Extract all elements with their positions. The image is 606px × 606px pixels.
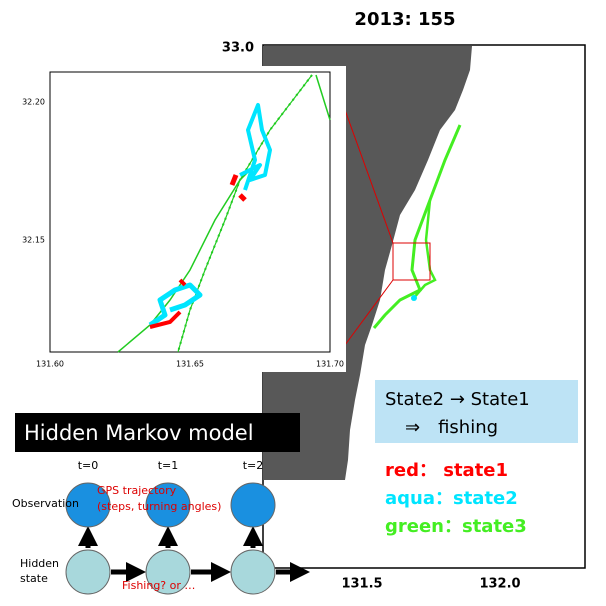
legend-entry: green：state3 — [385, 516, 527, 537]
hidden-node — [230, 549, 276, 595]
hidden-node — [145, 549, 191, 595]
gps-label: (steps, turning angles) — [97, 500, 221, 513]
hmm-title-bg — [15, 413, 300, 452]
step-label: t=0 — [78, 459, 99, 472]
track-aqua — [239, 103, 272, 191]
gps-label: GPS trajectory — [97, 484, 177, 497]
track — [177, 74, 313, 353]
legend: red： state1 aqua：state2 green：state3 — [385, 460, 527, 537]
hidden-node — [65, 549, 111, 595]
zoom-box — [392, 242, 431, 281]
zoom-line — [344, 109, 394, 244]
note-text: ⇒ fishing — [405, 417, 498, 438]
inset: 32.20 32.15 131.60 131.65 131.70 — [0, 66, 346, 372]
step-label: t=1 — [158, 459, 179, 472]
note-box — [375, 380, 578, 443]
legend-entry: aqua：state2 — [385, 488, 518, 509]
step-label: t=2 — [243, 459, 264, 472]
track — [315, 74, 331, 121]
legend-entry: red： state1 — [385, 460, 508, 481]
lon-label: 131.5 — [341, 577, 382, 592]
lon-label: 132.0 — [479, 577, 520, 592]
track-aqua — [148, 282, 203, 328]
hmm-diagram: Hidden Markov model t=0 t=1 t=2 Observat… — [12, 413, 310, 595]
tick-label: 131.65 — [176, 360, 204, 369]
hidden-label: state — [20, 572, 48, 585]
observation-label: Observation — [12, 497, 79, 510]
observation-node — [65, 482, 111, 528]
observation-node — [145, 482, 191, 528]
fishing-label: Fishing? or … — [122, 579, 195, 592]
hidden-label: Hidden — [20, 557, 59, 570]
tick-label: 131.70 — [316, 360, 344, 369]
tick-label: 131.60 — [36, 360, 64, 369]
hmm-title: Hidden Markov model — [24, 421, 254, 445]
lat-label: 33.0 — [222, 41, 254, 56]
track — [411, 199, 437, 301]
track-red — [229, 174, 247, 202]
note-text: State2 → State1 — [385, 389, 530, 410]
inset-frame — [49, 71, 331, 353]
map-title: 2013: 155 — [354, 9, 455, 30]
track-red — [149, 278, 187, 329]
track-point — [411, 295, 417, 301]
tick-label: 32.15 — [22, 236, 45, 245]
tick-label: 32.20 — [22, 98, 45, 107]
observation-node — [230, 482, 276, 528]
zoom-line — [344, 279, 394, 346]
